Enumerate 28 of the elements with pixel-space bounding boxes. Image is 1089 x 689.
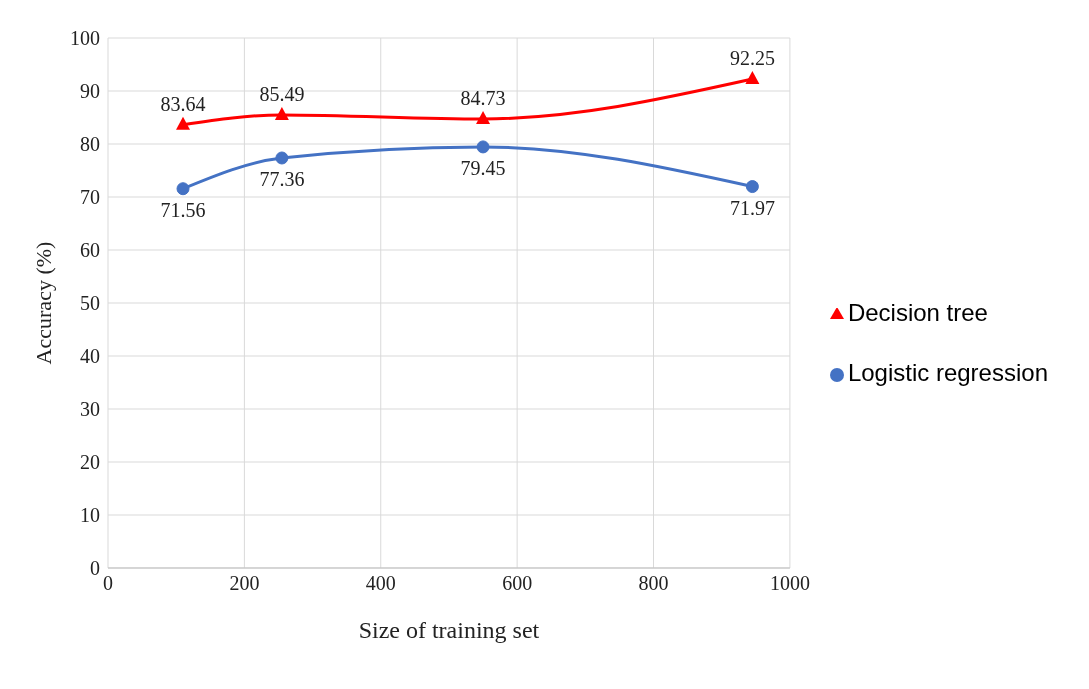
legend-label: Decision tree [847,299,988,326]
legend-label: Logistic regression [847,359,1048,386]
data-label: 79.45 [460,157,506,180]
y-tick-label: 100 [70,27,100,50]
y-tick-label: 60 [80,239,100,262]
x-tick-label: 400 [365,572,396,595]
x-tick-label: 800 [638,572,669,595]
data-label: 85.49 [259,82,305,105]
data-label: 84.73 [460,86,506,109]
y-tick-label: 40 [80,345,100,368]
y-tick-label: 30 [80,398,100,421]
y-tick-label: 10 [80,504,100,527]
x-tick-label: 600 [502,572,533,595]
y-tick-label: 50 [80,292,100,315]
data-label: 71.56 [160,198,206,221]
y-tick-label: 80 [80,133,100,156]
y-tick-label: 70 [80,186,100,209]
x-tick-label: 1000 [769,572,810,595]
x-tick-label: 200 [229,572,260,595]
data-label: 83.64 [160,92,206,115]
data-label: 77.36 [259,168,305,191]
x-axis-title: Size of training set [358,617,540,643]
data-label: 92.25 [729,47,775,70]
y-tick-label: 90 [80,80,100,103]
y-tick-label: 20 [80,451,100,474]
data-label: 71.97 [729,196,775,219]
y-axis-title: Accuracy (%) [30,241,56,365]
y-tick-label: 0 [90,557,100,580]
